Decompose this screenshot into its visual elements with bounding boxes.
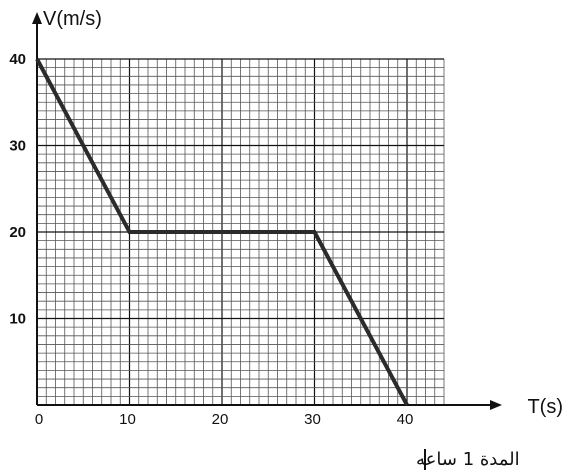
caption: المدة 1 ساعه <box>416 449 520 470</box>
y-tick-label: 30 <box>9 138 26 155</box>
series-line <box>35 58 409 406</box>
y-tick-label: 40 <box>9 51 26 68</box>
x-axis-arrow-icon <box>490 400 502 410</box>
y-tick-label: 10 <box>9 311 26 328</box>
x-tick-label: 30 <box>304 411 321 428</box>
y-tick-label: 20 <box>9 224 26 241</box>
series-layer <box>35 58 409 406</box>
y-axis-label: V(m/s) <box>43 8 102 30</box>
x-axis-label: T(s) <box>527 396 563 418</box>
x-tick-label: 20 <box>212 411 229 428</box>
x-tick-label: 0 <box>35 411 43 428</box>
y-axis-arrow-icon <box>32 12 42 24</box>
x-tick-label: 10 <box>119 411 136 428</box>
chart-axes <box>32 12 502 410</box>
x-tick-label: 40 <box>397 411 414 428</box>
tick-labels: 0 10 20 30 40 10 20 30 40 <box>9 51 413 428</box>
